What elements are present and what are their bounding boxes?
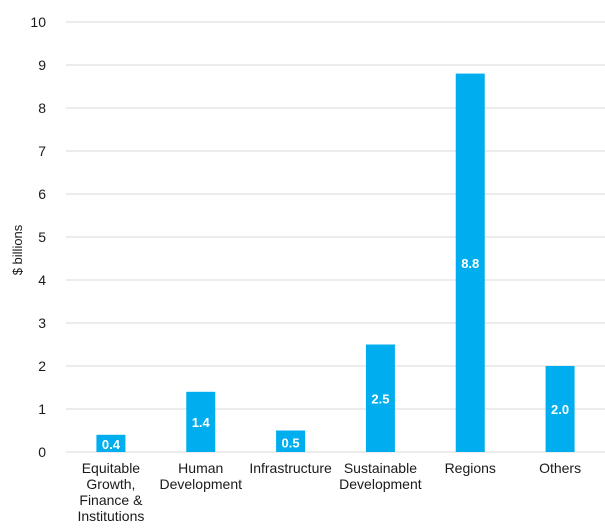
bar: [186, 391, 216, 452]
category-label: Regions: [445, 460, 496, 476]
y-tick-label: 0: [38, 444, 46, 460]
y-tick-label: 5: [38, 229, 46, 245]
y-tick-label: 6: [38, 186, 46, 202]
category-label: Sustainable Development: [339, 460, 422, 492]
y-tick-label: 8: [38, 100, 46, 116]
bar-value-label: 0.5: [282, 435, 300, 450]
bar-value-label: 2.0: [551, 402, 569, 417]
bar-value-label: 8.8: [461, 256, 479, 271]
data-labels: 0.4 1.4 0.5 2.5 8.8 2.0: [102, 256, 569, 452]
bar: [545, 366, 575, 452]
y-axis-title: $ billions: [10, 224, 25, 275]
bars: [96, 73, 575, 452]
bar: [455, 73, 485, 452]
category-label: Human Development: [160, 460, 243, 492]
y-tick-label: 10: [30, 14, 46, 30]
category-label: Others: [539, 460, 581, 476]
y-tick-label: 1: [38, 401, 46, 417]
y-tick-label: 2: [38, 358, 46, 374]
category-label: Equitable Growth, Finance & Institutions: [77, 460, 144, 524]
y-tick-label: 3: [38, 315, 46, 331]
bar-value-label: 0.4: [102, 437, 121, 452]
y-tick-label: 7: [38, 143, 46, 159]
category-label: Infrastructure: [249, 460, 332, 476]
y-tick-label: 9: [38, 57, 46, 73]
x-axis-categories: Equitable Growth, Finance & Institutions Hum…: [77, 460, 581, 524]
bar-value-label: 2.5: [371, 391, 389, 406]
bar-value-label: 1.4: [192, 415, 211, 430]
y-axis-ticks: 0 1 2 3 4 5 6 7 8 9 10: [30, 14, 46, 460]
gridlines: [66, 21, 605, 453]
bar: [96, 434, 126, 452]
y-tick-label: 4: [38, 272, 46, 288]
bar: [365, 344, 395, 452]
bar: [276, 430, 306, 452]
